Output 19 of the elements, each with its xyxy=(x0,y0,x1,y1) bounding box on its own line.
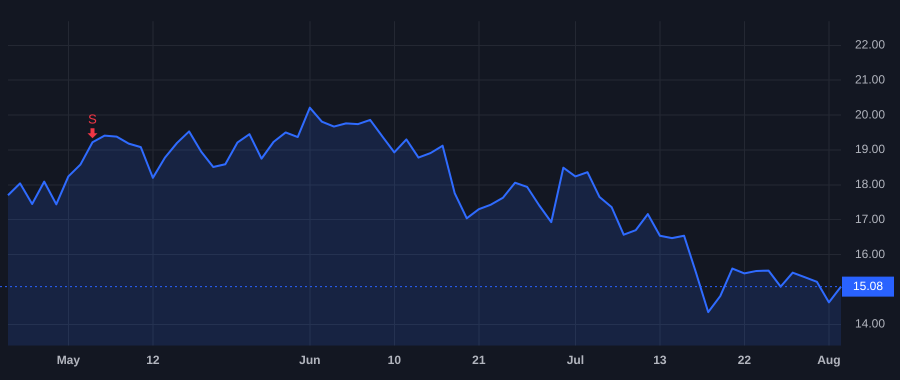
annotation: S xyxy=(88,111,98,126)
x-tick-label: 10 xyxy=(388,353,402,368)
y-tick-label: 19.00 xyxy=(855,142,886,156)
y-tick-label: 17.00 xyxy=(855,212,886,226)
y-tick-label: 21.00 xyxy=(855,72,886,86)
y-tick-label: 16.00 xyxy=(855,246,886,261)
x-tick-label: 12 xyxy=(146,353,160,368)
y-tick-label: 14.00 xyxy=(855,316,886,331)
x-tick-label: Aug xyxy=(817,353,841,368)
x-tick-label: 13 xyxy=(653,353,667,368)
x-tick-label: Jun xyxy=(299,353,320,368)
y-tick-label: 20.00 xyxy=(855,107,886,122)
x-tick-label: 21 xyxy=(472,353,486,368)
y-tick-label: 22.00 xyxy=(855,38,886,52)
ref-line-label: 15.08 xyxy=(852,278,884,293)
y-tick-label: 18.00 xyxy=(855,177,886,192)
x-tick-label: 22 xyxy=(738,353,752,368)
x-tick-label: Jul xyxy=(566,353,584,368)
x-tick-label: May xyxy=(56,353,80,368)
